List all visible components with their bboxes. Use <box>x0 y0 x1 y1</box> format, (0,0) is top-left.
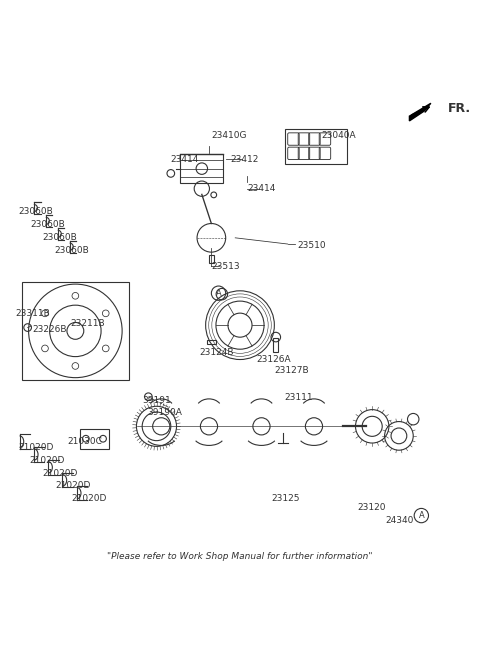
Text: FR.: FR. <box>447 102 471 116</box>
Bar <box>208 256 214 263</box>
Text: 23060B: 23060B <box>30 220 65 229</box>
Text: 21020D: 21020D <box>18 443 53 452</box>
Text: 23124B: 23124B <box>199 348 234 357</box>
Text: 23060B: 23060B <box>18 207 53 216</box>
Bar <box>274 338 278 352</box>
Text: 24340: 24340 <box>385 516 414 525</box>
Text: 21020D: 21020D <box>55 482 91 491</box>
Text: 23111: 23111 <box>284 393 313 401</box>
Bar <box>22 282 129 380</box>
Text: 23410G: 23410G <box>211 131 247 140</box>
Text: 23060B: 23060B <box>42 233 77 242</box>
Text: 23311B: 23311B <box>16 309 50 318</box>
Text: 23510: 23510 <box>297 241 326 250</box>
Text: 23127B: 23127B <box>275 365 310 374</box>
Text: 39190A: 39190A <box>147 407 182 417</box>
Text: "Please refer to Work Shop Manual for further information": "Please refer to Work Shop Manual for fu… <box>107 552 373 561</box>
Text: 23412: 23412 <box>230 154 259 164</box>
Bar <box>206 340 216 344</box>
Text: 21020D: 21020D <box>72 494 107 503</box>
Text: A: A <box>419 511 424 520</box>
Text: 23414: 23414 <box>247 184 276 193</box>
Text: 39191: 39191 <box>142 396 171 405</box>
Text: 23126A: 23126A <box>257 355 291 363</box>
Text: A: A <box>216 288 221 298</box>
Text: 23040A: 23040A <box>321 131 356 140</box>
Text: 21030C: 21030C <box>67 437 102 445</box>
Text: 23120: 23120 <box>357 503 385 512</box>
Text: 23125: 23125 <box>271 494 300 503</box>
Text: 23211B: 23211B <box>71 319 105 328</box>
Bar <box>180 154 223 183</box>
Text: 23060B: 23060B <box>54 246 89 255</box>
Text: 23414: 23414 <box>171 154 199 164</box>
Text: 21020D: 21020D <box>29 456 64 464</box>
Polygon shape <box>409 103 431 121</box>
Bar <box>80 429 109 449</box>
Text: 23513: 23513 <box>211 262 240 271</box>
Text: 21020D: 21020D <box>42 468 77 478</box>
Bar <box>285 129 348 164</box>
Text: 23226B: 23226B <box>33 325 67 334</box>
